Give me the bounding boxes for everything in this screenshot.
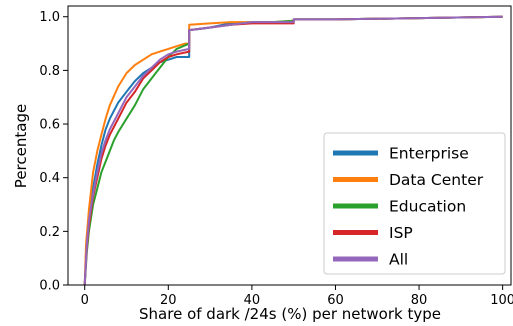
plot-frame: [67, 5, 512, 286]
x-axis: 0 20 40 60 80 100: [81, 285, 513, 308]
y-tick-label: 0.8: [39, 64, 60, 79]
y-axis-label: Percentage: [12, 104, 30, 188]
series-layer: [83, 15, 503, 286]
x-tick-label: 40: [244, 293, 261, 308]
x-tick-label: 100: [490, 293, 513, 308]
x-axis-label: Share of dark /24s (%) per network type: [139, 305, 441, 323]
legend-label-isp: ISP: [389, 224, 413, 242]
x-tick-label: 0: [81, 293, 89, 308]
legend-box: [323, 132, 506, 275]
legend: Enterprise Data Center Education ISP All: [323, 132, 506, 275]
legend-label-enterprise: Enterprise: [389, 145, 469, 163]
y-tick-label: 0.0: [39, 279, 60, 294]
legend-label-all: All: [389, 251, 408, 269]
legend-label-education: Education: [389, 198, 466, 216]
series-line-isp: [83, 15, 503, 286]
x-tick-label: 60: [327, 293, 344, 308]
series-line-all: [83, 15, 503, 286]
x-tick-label: 80: [411, 293, 428, 308]
y-tick-label: 0.2: [39, 225, 60, 240]
y-tick-label: 0.4: [39, 171, 60, 186]
y-tick-label: 1.0: [39, 10, 60, 25]
y-tick-label: 0.6: [39, 118, 60, 133]
legend-label-data-center: Data Center: [389, 171, 484, 189]
y-axis: 0.0 0.2 0.4 0.6 0.8 1.0: [39, 10, 68, 294]
x-tick-label: 20: [160, 293, 177, 308]
